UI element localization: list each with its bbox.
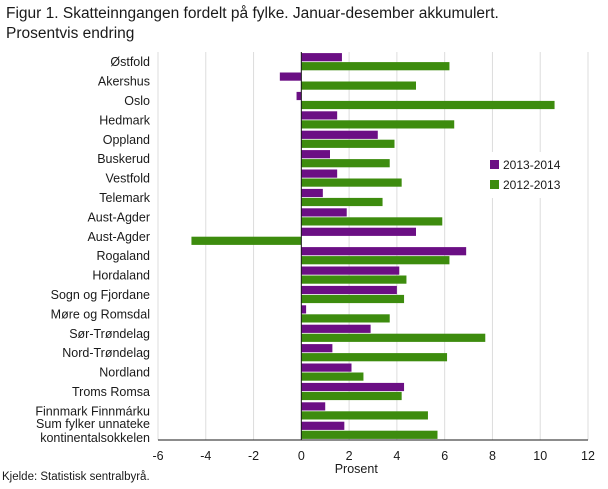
source-note: Kjelde: Statistisk sentralbyrå. bbox=[2, 471, 150, 483]
bars bbox=[191, 53, 555, 439]
category-label: Telemark bbox=[99, 191, 150, 205]
bar-2012-2013 bbox=[191, 236, 302, 245]
category-label: Vestfold bbox=[106, 172, 151, 186]
category-label: Østfold bbox=[110, 55, 150, 69]
category-label: Aust-Agder bbox=[87, 230, 150, 244]
bar-2012-2013 bbox=[301, 372, 364, 381]
bar-2012-2013 bbox=[301, 275, 407, 284]
bar-2013-2014 bbox=[301, 382, 405, 392]
category-label: Oppland bbox=[103, 133, 150, 147]
bar-2013-2014 bbox=[301, 150, 330, 159]
x-axis-title: Prosent bbox=[335, 462, 379, 476]
x-tick-label: 12 bbox=[581, 449, 595, 463]
bar-2012-2013 bbox=[301, 333, 486, 342]
category-label: Hordaland bbox=[92, 269, 150, 283]
category-label: Hedmark bbox=[99, 113, 150, 127]
bar-2013-2014 bbox=[279, 72, 302, 81]
legend: 2013-2014 2012-2013 bbox=[472, 152, 584, 198]
bar-2013-2014 bbox=[301, 247, 467, 256]
category-label: Troms Romsa bbox=[72, 385, 150, 399]
legend-box bbox=[472, 152, 584, 198]
bar-2012-2013 bbox=[301, 159, 390, 168]
category-label: Nord-Trøndelag bbox=[62, 346, 150, 360]
category-label: Sum fylker unnateke kontinentalsokkelen bbox=[36, 417, 150, 445]
category-label: Buskerud bbox=[97, 152, 150, 166]
bar-2013-2014 bbox=[301, 266, 400, 275]
chart-title: Figur 1. Skatteinngangen fordelt på fylk… bbox=[6, 5, 499, 42]
bar-2012-2013 bbox=[301, 314, 390, 323]
bar-2013-2014 bbox=[296, 91, 302, 101]
category-label: Sør-Trøndelag bbox=[69, 327, 150, 341]
bar-2013-2014 bbox=[301, 111, 338, 120]
bar-2012-2013 bbox=[301, 100, 555, 110]
legend-swatch bbox=[490, 180, 499, 189]
legend-swatch bbox=[490, 160, 499, 169]
x-tick-label: 6 bbox=[441, 449, 448, 463]
bar-2012-2013 bbox=[301, 411, 428, 420]
bar-2012-2013 bbox=[301, 120, 455, 129]
x-tick-label: -4 bbox=[200, 449, 211, 463]
category-label: Aust-Agder bbox=[87, 210, 150, 224]
category-label: Nordland bbox=[99, 366, 150, 380]
x-tick-label: 2 bbox=[346, 449, 353, 463]
legend-label: 2012-2013 bbox=[503, 178, 561, 192]
bar-2012-2013 bbox=[301, 430, 438, 439]
axes: -6 -4 -2 0 2 4 6 8 10 12 Østfold Akershus Oslo Hedmar… bbox=[35, 52, 595, 476]
bar-2013-2014 bbox=[301, 363, 352, 372]
bar-2013-2014 bbox=[301, 324, 371, 333]
category-label: Rogaland bbox=[96, 249, 150, 263]
bar-2012-2013 bbox=[301, 62, 450, 71]
bar-2013-2014 bbox=[301, 53, 342, 62]
bar-2012-2013 bbox=[301, 353, 448, 362]
bar-2013-2014 bbox=[301, 188, 323, 198]
gridlines bbox=[157, 52, 589, 440]
bar-2012-2013 bbox=[301, 178, 402, 187]
bar-2013-2014 bbox=[301, 169, 338, 178]
bar-2012-2013 bbox=[301, 256, 450, 265]
bar-2012-2013 bbox=[301, 294, 405, 304]
x-tick-label: 8 bbox=[489, 449, 496, 463]
bar-2013-2014 bbox=[301, 208, 347, 217]
bar-2012-2013 bbox=[301, 81, 416, 90]
bar-2013-2014 bbox=[301, 130, 378, 139]
category-label: Sogn og Fjordane bbox=[51, 288, 150, 302]
bar-2013-2014 bbox=[301, 421, 345, 430]
bar-2013-2014 bbox=[301, 305, 307, 314]
x-tick-label: -2 bbox=[248, 449, 259, 463]
legend-label: 2013-2014 bbox=[503, 158, 561, 172]
bar-2013-2014 bbox=[301, 227, 416, 236]
x-tick-label: 4 bbox=[393, 449, 400, 463]
bar-2012-2013 bbox=[301, 391, 402, 401]
category-label: Oslo bbox=[124, 94, 150, 108]
bar-2013-2014 bbox=[301, 402, 326, 411]
bar-2012-2013 bbox=[301, 197, 383, 207]
bar-2012-2013 bbox=[301, 139, 395, 148]
bar-2013-2014 bbox=[301, 344, 333, 353]
x-tick-label: -6 bbox=[152, 449, 163, 463]
category-label: Møre og Romsdal bbox=[51, 307, 150, 321]
bar-2013-2014 bbox=[301, 285, 397, 295]
x-tick-label: 10 bbox=[533, 449, 547, 463]
category-label: Finnmark Finnmárku bbox=[35, 404, 150, 418]
category-label: Akershus bbox=[98, 75, 150, 89]
bar-2012-2013 bbox=[301, 217, 443, 226]
x-tick-label: 0 bbox=[298, 449, 305, 463]
